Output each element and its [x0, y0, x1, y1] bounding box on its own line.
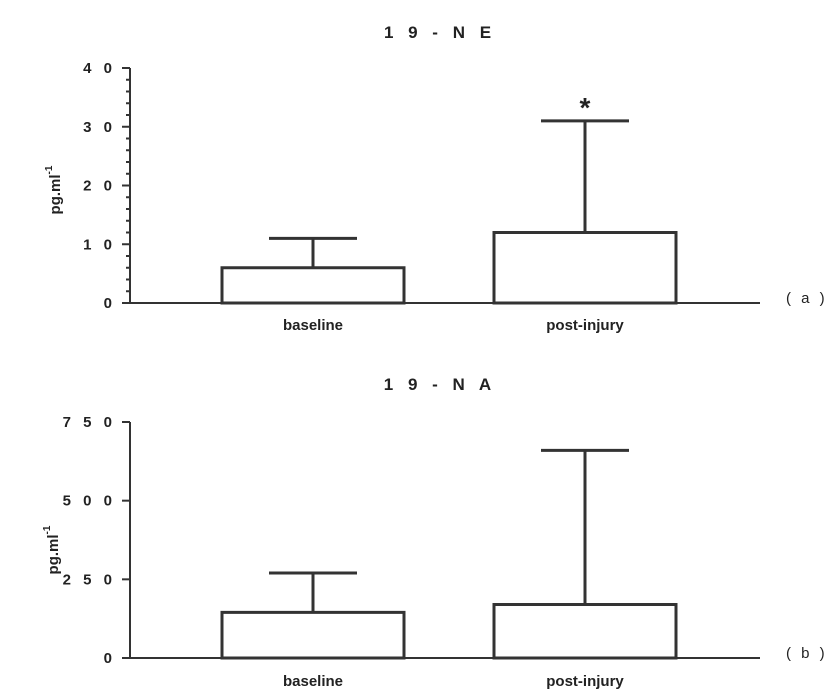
- y-tick-label: 2 5 0: [63, 571, 116, 588]
- y-tick-label: 0: [104, 650, 116, 667]
- y-tick-label: 4 0: [83, 60, 116, 77]
- bar-post-injury: [492, 603, 678, 660]
- y-axis-label-superscript: -1: [44, 165, 55, 174]
- x-tick-label: baseline: [283, 317, 343, 334]
- y-axis-label: pg.ml-1: [44, 165, 64, 214]
- chart-title: 1 9 - N E: [384, 23, 496, 42]
- x-tick-label: post-injury: [546, 673, 624, 690]
- chart-title: 1 9 - N A: [384, 375, 496, 394]
- y-tick-label: 1 0: [83, 236, 116, 253]
- chart-panel-b: 1 9 - N A 0 2 5 0 5 0 0 7 5 0 pg.ml-1 baseline…: [42, 375, 828, 690]
- x-tick-label: baseline: [283, 673, 343, 690]
- y-tick-label: 3 0: [83, 119, 116, 136]
- y-tick-label: 7 5 0: [63, 414, 116, 431]
- y-axis-label-superscript: -1: [42, 525, 53, 534]
- y-tick-label: 0: [104, 295, 116, 312]
- bar-baseline: [220, 266, 406, 305]
- x-tick-label: post-injury: [546, 317, 624, 334]
- y-axis-label: pg.ml-1: [42, 525, 62, 574]
- bar-baseline: [220, 610, 406, 660]
- bar-post-injury: [492, 231, 678, 305]
- panel-label: ( b ): [786, 645, 828, 662]
- y-tick-label: 2 0: [83, 178, 116, 195]
- panel-label: ( a ): [786, 290, 828, 307]
- chart-panel-a: 1 9 - N E 0 1 0 2 0 3 0 4 0 pg.ml-1 baseline pos…: [44, 23, 828, 334]
- significance-marker: *: [580, 92, 591, 123]
- y-tick-label: 5 0 0: [63, 493, 116, 510]
